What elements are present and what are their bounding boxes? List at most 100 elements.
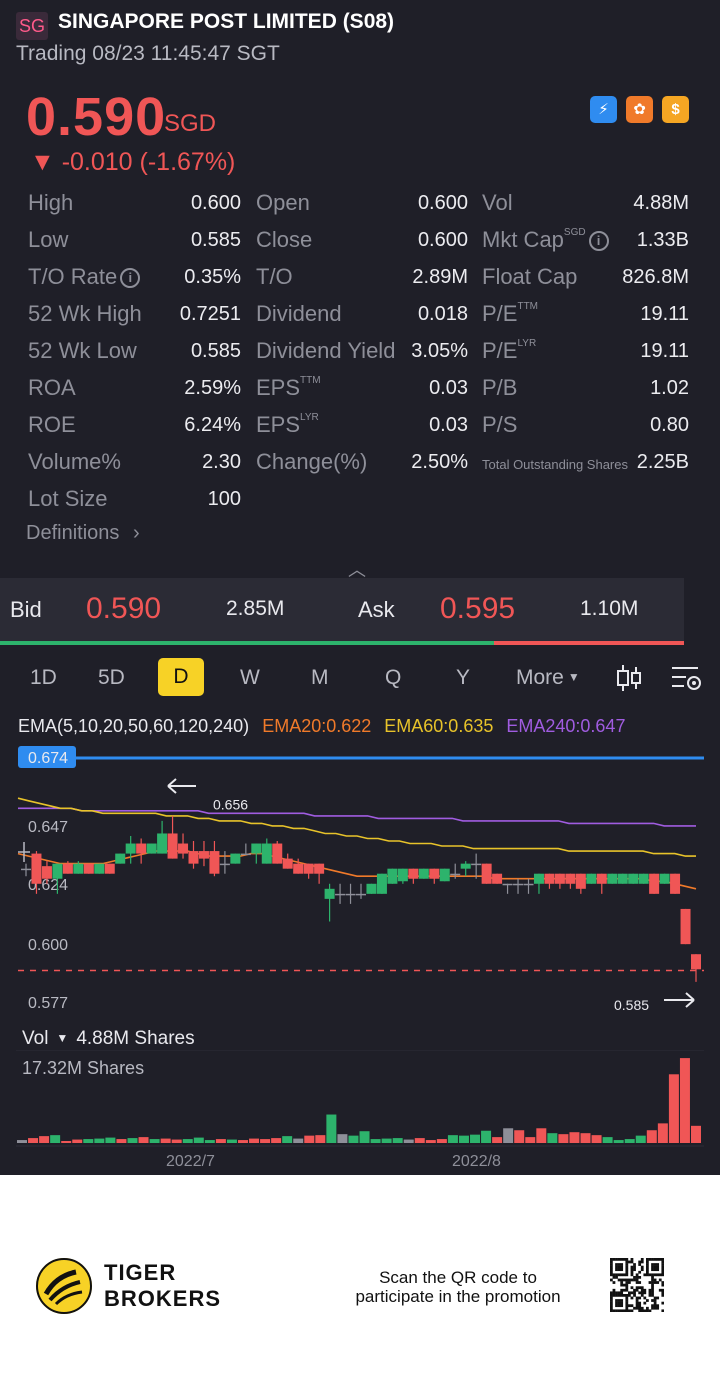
volume-bar	[271, 1138, 282, 1143]
dollar-icon[interactable]: $	[662, 96, 689, 123]
volume-selector[interactable]: Vol ▼ 4.88M Shares	[22, 1028, 195, 1049]
candle-style-icon[interactable]	[614, 662, 644, 694]
qr-module	[653, 1301, 657, 1305]
qr-module	[630, 1265, 634, 1269]
qr-module	[617, 1258, 621, 1261]
candle-body	[408, 868, 419, 879]
qr-code[interactable]	[610, 1258, 664, 1312]
volume-bar	[293, 1138, 304, 1143]
qr-module	[651, 1258, 654, 1261]
qr-module	[640, 1288, 644, 1292]
qr-module	[622, 1283, 626, 1287]
qr-module	[653, 1265, 657, 1269]
qr-module	[661, 1294, 664, 1297]
qr-module	[651, 1268, 654, 1272]
stat-label: 52 Wk Low	[28, 338, 137, 363]
volume-bar	[447, 1135, 458, 1143]
y-tick-label: 0.577	[28, 995, 68, 1012]
qr-module	[622, 1273, 626, 1277]
stat-value: 0.03	[429, 377, 468, 399]
stat-label: P/S	[482, 412, 518, 437]
chart-settings-icon[interactable]	[670, 664, 704, 692]
qr-module	[610, 1294, 613, 1297]
tab-monthly[interactable]: M	[311, 666, 329, 689]
definitions-link[interactable]: Definitions ›	[26, 522, 140, 544]
tiger-logo	[36, 1258, 92, 1314]
volume-bar	[525, 1137, 536, 1143]
volume-bar	[646, 1130, 657, 1143]
candle-body	[670, 873, 681, 894]
stat-value: 0.03	[429, 414, 468, 436]
qr-module	[620, 1265, 624, 1269]
qr-module	[656, 1265, 660, 1269]
qr-module	[610, 1268, 613, 1272]
candle-body	[157, 833, 168, 854]
qr-module	[625, 1273, 629, 1277]
stat-label[interactable]: T/O Rate i	[28, 264, 141, 290]
volume-bar	[215, 1139, 226, 1143]
handshake-icon[interactable]: ✿	[626, 96, 653, 123]
volume-bar	[492, 1137, 503, 1143]
volume-bar	[392, 1138, 403, 1143]
qr-module	[646, 1260, 649, 1264]
volume-bar	[580, 1133, 591, 1143]
stat-value: 826.8M	[622, 266, 689, 288]
ema-legend: EMA(5,10,20,50,60,120,240) EMA20:0.622 E…	[18, 716, 625, 737]
qr-module	[620, 1273, 624, 1277]
qr-module	[610, 1260, 613, 1264]
candle-body	[345, 893, 356, 896]
ema-label: EMA(5,10,20,50,60,120,240)	[18, 716, 250, 736]
qr-module	[661, 1301, 664, 1305]
volume-bar	[668, 1074, 679, 1143]
lightning-icon[interactable]: ⚡	[590, 96, 617, 123]
qr-module	[620, 1299, 624, 1302]
volume-bar	[558, 1134, 569, 1143]
qr-module	[648, 1273, 652, 1277]
tab-1d[interactable]: 1D	[30, 666, 57, 689]
qr-module	[651, 1281, 654, 1284]
qr-module	[620, 1263, 624, 1266]
qr-module	[630, 1296, 634, 1300]
qr-module	[610, 1296, 613, 1300]
tab-5d[interactable]: 5D	[98, 666, 125, 689]
stat-value: 6.24%	[184, 414, 241, 436]
info-icon[interactable]: i	[120, 268, 141, 288]
volume-bar	[160, 1138, 171, 1143]
trading-status: Trading 08/23 11:45:47 SGT	[16, 42, 280, 65]
qr-module	[615, 1273, 618, 1277]
qr-module	[630, 1260, 634, 1264]
stat-value: 100	[207, 488, 241, 510]
volume-bar	[138, 1137, 149, 1143]
candle-body	[115, 853, 126, 864]
region-tag: SG	[16, 12, 48, 40]
stat-label[interactable]: Mkt CapSGDi	[482, 227, 609, 253]
tab-daily[interactable]: D	[158, 658, 204, 696]
low-annotation: 0.585	[614, 997, 649, 1013]
qr-module	[620, 1278, 624, 1282]
candle-body	[83, 863, 94, 874]
volume-bar	[547, 1133, 558, 1143]
stat-value: 19.11	[640, 340, 689, 362]
tab-weekly[interactable]: W	[240, 666, 260, 689]
qr-module	[656, 1268, 660, 1272]
candle-body	[617, 873, 628, 884]
volume-bar	[116, 1139, 127, 1143]
volume-max-label: 17.32M Shares	[22, 1058, 145, 1078]
volume-bar	[436, 1139, 447, 1143]
chevron-up-icon[interactable]: ︿	[348, 560, 366, 580]
qr-module	[633, 1291, 636, 1295]
qr-module	[630, 1309, 634, 1312]
candle-body	[439, 868, 450, 882]
qr-module	[610, 1258, 613, 1261]
top-price-tag-label: 0.674	[28, 750, 68, 767]
tab-more[interactable]: More ▼	[516, 666, 580, 689]
tab-quarterly[interactable]: Q	[385, 666, 402, 689]
info-icon[interactable]: i	[588, 231, 609, 251]
qr-module	[651, 1288, 654, 1292]
qr-module	[617, 1265, 621, 1269]
stat-value: 2.59%	[184, 377, 241, 399]
tab-yearly[interactable]: Y	[456, 666, 471, 689]
volume-chart[interactable]: 2022/7 2022/8	[0, 1050, 720, 1175]
volume-bar	[61, 1141, 72, 1143]
